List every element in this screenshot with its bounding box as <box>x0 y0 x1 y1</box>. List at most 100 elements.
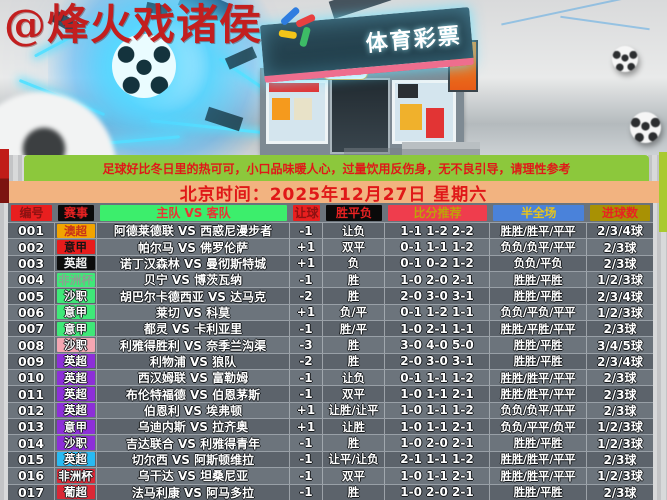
notice-text: 足球好比冬日里的热可可，小口品味暖人心，过量饮用反伤身，无不良引导，请理性参考 <box>102 161 571 176</box>
wdl-pick: 胜/平 <box>323 321 385 337</box>
store-steps-art <box>402 142 480 155</box>
hero-image: 体育彩票 @烽火戏诸侯 <box>0 0 667 155</box>
handicap-value: -1 <box>290 321 323 337</box>
league-cell: 意甲 <box>55 419 97 435</box>
league-badge: 意甲 <box>56 419 95 434</box>
handicap-value: -1 <box>290 223 323 239</box>
score-recommendation: 1-0 1-1 1-2 <box>385 402 490 419</box>
table-row: 012 英超 伯恩利 VS 埃弗顿 +1 让胜/让平 1-0 1-1 1-2 负… <box>8 401 653 419</box>
score-recommendation: 0-1 1-2 1-1 <box>385 304 490 321</box>
half-full-pick: 胜胜/平胜 <box>490 288 587 304</box>
match-number: 009 <box>8 353 55 370</box>
wdl-pick: 双平 <box>323 386 385 402</box>
league-cell: 英超 <box>55 451 97 468</box>
goals-pick: 2/3球 <box>603 240 637 255</box>
store-sign-text: 体育彩票 <box>364 23 463 57</box>
league-badge: 英超 <box>56 370 95 385</box>
table-row: 004 非洲杯 贝宁 VS 博茨瓦纳 -1 胜 1-0 2-0 2-1 胜胜/平… <box>8 271 653 288</box>
match-teams: 伯恩利 VS 埃弗顿 <box>97 402 290 419</box>
match-number: 003 <box>8 255 55 272</box>
wdl-pick: 胜 <box>323 484 385 500</box>
league-cell: 沙职 <box>55 337 97 353</box>
table-row: 005 沙职 胡巴尔卡德西亚 VS 达马克 -2 胜 2-0 3-0 3-1 胜… <box>8 287 653 304</box>
match-number: 013 <box>8 419 55 435</box>
match-teams: 切尔西 VS 阿斯顿维拉 <box>97 451 290 468</box>
wdl-pick: 胜 <box>323 337 385 353</box>
goals-pick: 2/3/4球 <box>597 224 643 239</box>
half-full-pick: 胜胜/胜平/平平 <box>490 370 587 386</box>
handicap-value: -1 <box>290 468 323 484</box>
league-cell: 意甲 <box>55 304 97 321</box>
half-full-pick: 负负/平负/平平 <box>490 304 587 321</box>
score-recommendation: 2-0 3-0 3-1 <box>385 288 490 304</box>
table-row: 006 意甲 莱切 VS 科莫 +1 负/平 0-1 1-2 1-1 负负/平负… <box>8 303 653 321</box>
table-row: 009 英超 利物浦 VS 狼队 -2 胜 2-0 3-0 3-1 胜胜/平胜 … <box>8 352 653 370</box>
goals-pick: 2/3球 <box>603 256 637 271</box>
league-badge: 意甲 <box>56 240 95 255</box>
match-teams: 吉达联合 VS 利雅得青年 <box>97 435 290 451</box>
wdl-pick: 负 <box>323 255 385 272</box>
league-cell: 沙职 <box>55 435 97 451</box>
table-row: 014 沙职 吉达联合 VS 利雅得青年 -1 胜 1-0 2-0 2-1 胜胜… <box>8 434 653 451</box>
poster-art <box>269 83 319 92</box>
half-full-pick: 胜胜/平胜 <box>490 484 587 500</box>
soccer-ball-small-art <box>630 112 661 143</box>
league-cell: 意甲 <box>55 321 97 337</box>
table-row: 001 澳超 阿德莱德联 VS 西惑尼漫步者 -1 让负 1-1 1-2 2-2… <box>8 222 653 239</box>
poster-art <box>400 104 422 130</box>
score-recommendation: 1-0 1-1 2-1 <box>385 468 490 484</box>
wdl-pick: 双平 <box>323 239 385 255</box>
goals-pick: 2/3球 <box>603 322 637 337</box>
half-full-pick: 胜胜/平胜 <box>490 353 587 370</box>
goals-pick: 2/3/4球 <box>597 289 643 304</box>
league-badge: 英超 <box>56 256 95 271</box>
league-badge: 沙职 <box>56 289 95 304</box>
match-number: 017 <box>8 484 55 500</box>
header-goals: 进球数 <box>587 203 653 222</box>
goals-pick: 2/3球 <box>603 371 637 386</box>
header-wdl: 胜平负 <box>323 203 385 222</box>
score-recommendation: 1-0 2-1 1-1 <box>385 321 490 337</box>
wdl-pick: 双平 <box>323 468 385 484</box>
half-full-pick: 胜胜/胜平/平平 <box>490 386 587 402</box>
poster-art <box>294 98 312 120</box>
match-number: 001 <box>8 223 55 239</box>
match-number: 008 <box>8 337 55 353</box>
wdl-pick: 让负 <box>323 370 385 386</box>
store-door-art <box>330 78 390 154</box>
match-teams: 利雅得胜利 VS 奈季兰沟渠 <box>97 337 290 353</box>
table-row: 017 葡超 法马利康 VS 阿马多拉 -1 胜 1-0 2-0 2-1 胜胜/… <box>8 483 653 500</box>
wdl-pick: 胜 <box>323 435 385 451</box>
match-number: 007 <box>8 321 55 337</box>
league-badge: 非洲杯 <box>56 272 95 287</box>
handicap-value: +1 <box>290 304 323 321</box>
notice-banner: 足球好比冬日里的热可可，小口品味暖人心，过量饮用反伤身，无不良引导，请理性参考 <box>24 155 649 181</box>
match-number: 012 <box>8 402 55 419</box>
left-edge-stripe <box>0 149 9 203</box>
league-badge: 沙职 <box>56 338 95 353</box>
half-full-pick: 胜胜/胜平/平平 <box>490 451 587 468</box>
goals-pick: 2/3球 <box>603 403 637 418</box>
half-full-pick: 负负/平负 <box>490 255 587 272</box>
handicap-value: +1 <box>290 402 323 419</box>
league-cell: 英超 <box>55 353 97 370</box>
table-header-row: 编号 赛事 主队 VS 客队 让球 胜平负 比分推荐 半全场 进球数 <box>8 203 653 222</box>
table-row: 010 英超 西汉姆联 VS 富勒姆 -1 让负 0-1 1-1 1-2 胜胜/… <box>8 369 653 386</box>
lottery-logo-icon <box>276 4 320 51</box>
score-recommendation: 1-0 2-0 2-1 <box>385 435 490 451</box>
score-recommendation: 1-0 2-0 2-1 <box>385 272 490 288</box>
league-cell: 英超 <box>55 370 97 386</box>
league-badge: 非洲杯 <box>56 468 95 483</box>
league-badge: 沙职 <box>56 436 95 451</box>
electric-football-art <box>112 34 176 98</box>
handicap-value: +1 <box>290 419 323 435</box>
handicap-value: -1 <box>290 370 323 386</box>
goals-pick: 3/4/5球 <box>597 338 643 353</box>
league-badge: 英超 <box>56 387 95 402</box>
poster-art <box>398 84 418 98</box>
table-row: 007 意甲 都灵 VS 卡利亚里 -1 胜/平 1-0 2-1 1-1 胜胜/… <box>8 320 653 337</box>
half-full-pick: 负负/负平/平平 <box>490 402 587 419</box>
score-recommendation: 2-1 1-1 1-2 <box>385 451 490 468</box>
handicap-value: -1 <box>290 484 323 500</box>
